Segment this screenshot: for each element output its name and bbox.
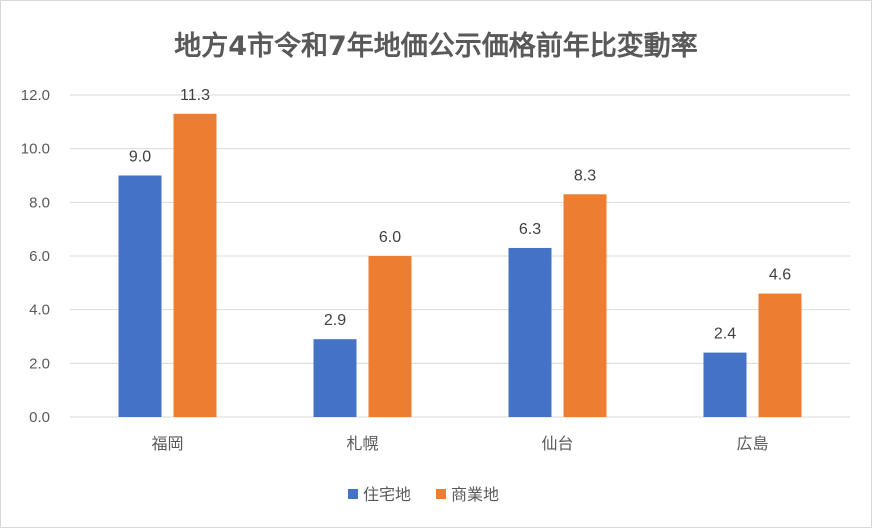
bar-商業地-福岡 [173,113,217,418]
y-tick-label: 8.0 [29,194,50,211]
legend-label: 住宅地 [363,485,411,504]
bar-住宅地-広島 [703,352,747,417]
bar-住宅地-札幌 [313,339,357,417]
y-tick-label: 2.0 [29,355,50,372]
legend: 住宅地 商業地 [348,485,499,504]
x-tick-label: 福岡 [151,434,183,453]
bar-商業地-札幌 [368,256,412,417]
data-label: 2.9 [324,312,346,329]
bar-商業地-仙台 [563,194,607,417]
data-labels: 9.0 11.3 2.9 6.0 6.3 8.3 2.4 4.6 [129,87,791,343]
y-axis: 0.0 2.0 4.0 6.0 8.0 10.0 12.0 [21,87,50,426]
data-label: 11.3 [180,87,210,104]
y-tick-label: 12.0 [21,87,50,104]
data-label: 4.6 [769,267,791,284]
x-tick-label: 広島 [736,434,768,453]
x-tick-label: 札幌 [346,434,378,453]
bars [118,113,802,418]
data-label: 9.0 [129,149,151,166]
bar-商業地-広島 [758,293,802,417]
bar-住宅地-仙台 [508,247,552,417]
x-tick-label: 仙台 [541,434,573,453]
data-label: 2.4 [714,326,736,343]
legend-swatch [436,489,446,499]
chart-title: 地方4市令和7年地価公示価格前年比変動率 [174,30,698,62]
data-label: 8.3 [574,167,596,184]
bar-住宅地-福岡 [118,175,162,417]
legend-swatch [348,489,358,499]
data-label: 6.3 [519,221,541,238]
y-tick-label: 4.0 [29,302,50,319]
x-axis: 福岡 札幌 仙台 広島 [151,434,768,453]
y-tick-label: 0.0 [29,409,50,426]
y-tick-label: 6.0 [29,248,50,265]
y-tick-label: 10.0 [21,141,50,158]
data-label: 6.0 [379,229,401,246]
legend-label: 商業地 [451,485,499,504]
